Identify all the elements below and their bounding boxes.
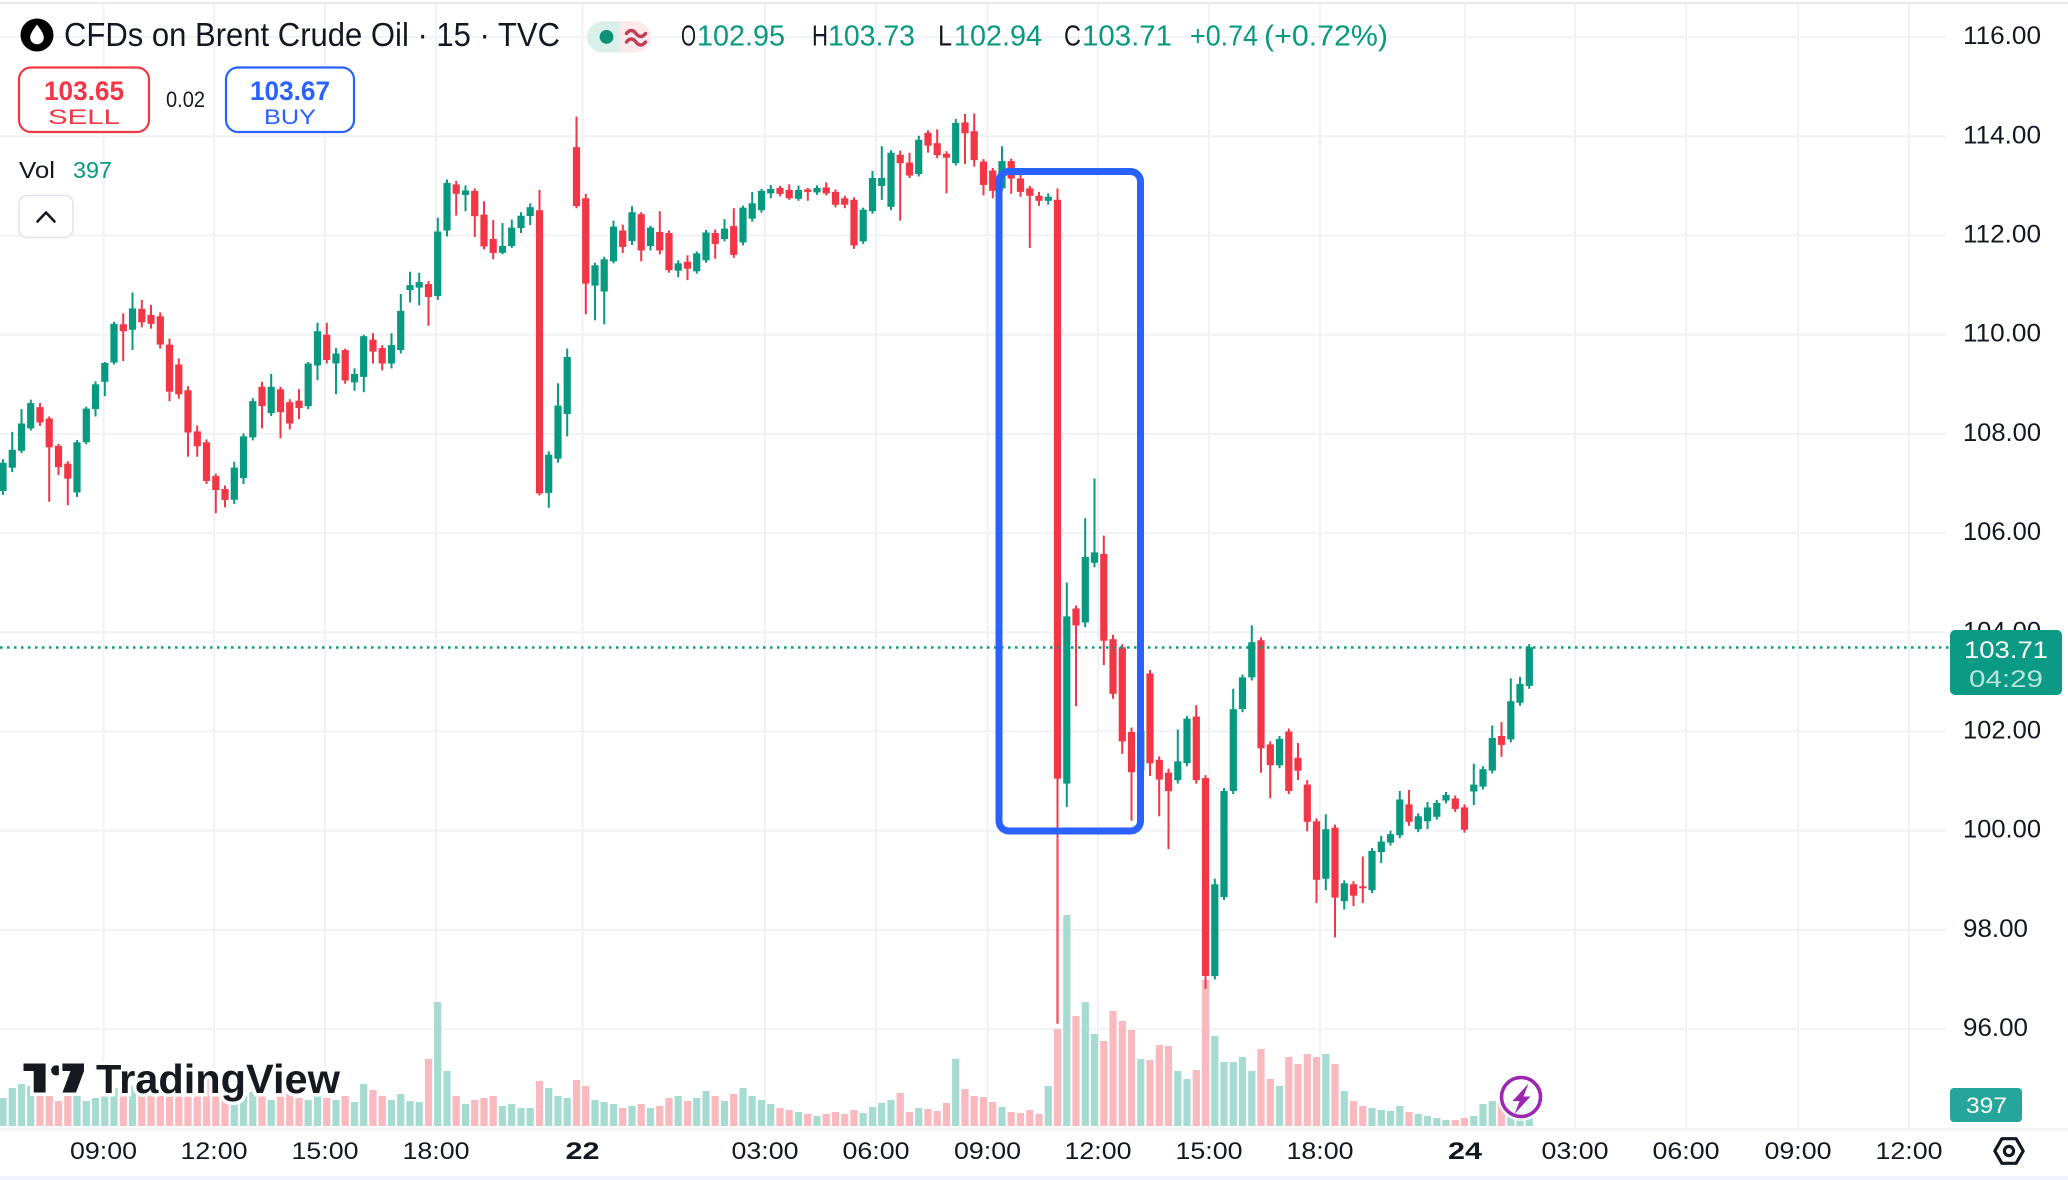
svg-text:114.00: 114.00 <box>1963 121 2041 149</box>
svg-text:09:00: 09:00 <box>954 1138 1021 1165</box>
svg-text:397: 397 <box>73 157 112 183</box>
svg-text:H: H <box>812 21 828 53</box>
svg-text:SELL: SELL <box>48 106 120 129</box>
svg-text:12:00: 12:00 <box>181 1138 248 1165</box>
svg-text:09:00: 09:00 <box>1765 1138 1832 1165</box>
svg-text:12:00: 12:00 <box>1065 1138 1132 1165</box>
svg-text:102.94: 102.94 <box>954 21 1042 53</box>
svg-text:103.71: 103.71 <box>1082 21 1172 53</box>
svg-text:110.00: 110.00 <box>1963 320 2041 348</box>
svg-text:BUY: BUY <box>264 106 316 129</box>
svg-text:103.71: 103.71 <box>1964 637 2048 664</box>
svg-text:C: C <box>1064 21 1081 53</box>
svg-text:103.65: 103.65 <box>44 76 124 106</box>
svg-text:TradingView: TradingView <box>96 1056 340 1102</box>
svg-text:18:00: 18:00 <box>403 1138 470 1165</box>
svg-text:03:00: 03:00 <box>732 1138 799 1165</box>
svg-text:397: 397 <box>1966 1093 2007 1118</box>
svg-text:06:00: 06:00 <box>1653 1138 1720 1165</box>
svg-text:(+0.72%): (+0.72%) <box>1264 21 1388 53</box>
svg-text:09:00: 09:00 <box>70 1138 137 1165</box>
svg-text:04:29: 04:29 <box>1969 666 2043 693</box>
svg-text:06:00: 06:00 <box>843 1138 910 1165</box>
svg-text:112.00: 112.00 <box>1963 221 2041 249</box>
svg-text:102.00: 102.00 <box>1963 717 2041 745</box>
svg-text:03:00: 03:00 <box>1542 1138 1609 1165</box>
svg-text:106.00: 106.00 <box>1963 518 2041 546</box>
svg-text:CFDs on Brent Crude Oil · 15 ·: CFDs on Brent Crude Oil · 15 · TVC <box>64 16 560 53</box>
svg-text:96.00: 96.00 <box>1963 1014 2028 1042</box>
svg-text:L: L <box>938 21 952 53</box>
svg-text:0.02: 0.02 <box>166 87 205 112</box>
svg-text:O: O <box>681 21 696 53</box>
svg-text:108.00: 108.00 <box>1963 419 2041 447</box>
svg-text:15:00: 15:00 <box>1176 1138 1243 1165</box>
svg-text:24: 24 <box>1448 1138 1482 1165</box>
svg-text:100.00: 100.00 <box>1963 816 2041 844</box>
svg-text:22: 22 <box>566 1138 600 1165</box>
svg-text:Vol: Vol <box>19 157 55 183</box>
svg-text:18:00: 18:00 <box>1287 1138 1354 1165</box>
svg-text:+0.74: +0.74 <box>1190 21 1258 53</box>
svg-text:116.00: 116.00 <box>1963 22 2041 50</box>
svg-text:15:00: 15:00 <box>292 1138 359 1165</box>
svg-text:102.95: 102.95 <box>697 21 785 53</box>
svg-text:103.67: 103.67 <box>250 76 330 106</box>
svg-text:12:00: 12:00 <box>1876 1138 1943 1165</box>
svg-text:103.73: 103.73 <box>828 21 915 53</box>
svg-text:98.00: 98.00 <box>1963 915 2028 943</box>
